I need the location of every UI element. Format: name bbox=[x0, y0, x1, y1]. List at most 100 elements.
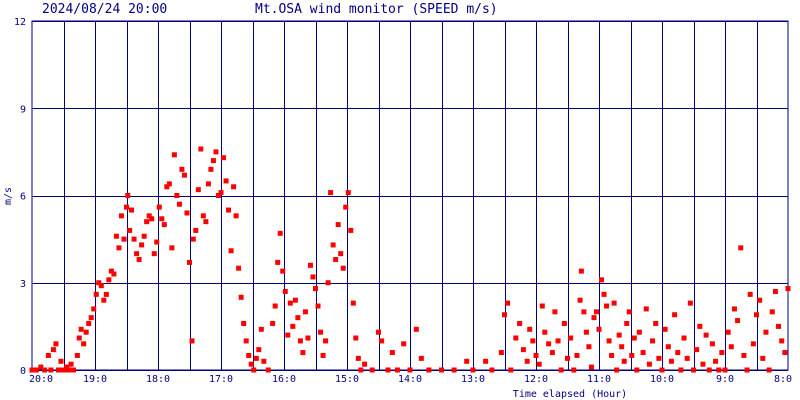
data-point bbox=[243, 338, 249, 344]
data-point bbox=[675, 350, 681, 356]
data-point bbox=[189, 338, 195, 344]
data-point bbox=[581, 309, 587, 315]
data-point bbox=[754, 312, 759, 318]
data-point bbox=[265, 367, 271, 373]
data-point bbox=[697, 323, 703, 329]
data-point bbox=[643, 306, 649, 312]
data-point bbox=[470, 367, 476, 373]
data-point bbox=[606, 338, 612, 344]
data-point bbox=[772, 288, 778, 294]
data-point bbox=[583, 329, 589, 335]
data-point bbox=[246, 352, 252, 358]
data-point bbox=[205, 181, 211, 187]
data-point bbox=[601, 291, 607, 297]
data-point bbox=[146, 213, 152, 219]
data-point bbox=[161, 222, 167, 228]
data-point bbox=[285, 332, 291, 338]
data-point bbox=[489, 367, 495, 373]
data-point bbox=[169, 245, 175, 251]
data-point bbox=[116, 245, 122, 251]
data-point bbox=[38, 364, 44, 370]
data-point bbox=[277, 230, 283, 236]
data-point bbox=[725, 329, 731, 335]
y-axis-label: m/s bbox=[3, 187, 14, 205]
data-point bbox=[394, 367, 400, 373]
data-point bbox=[68, 361, 74, 367]
data-point bbox=[719, 350, 725, 356]
data-point bbox=[66, 367, 72, 373]
data-point bbox=[527, 326, 533, 332]
data-point bbox=[108, 268, 114, 274]
data-point bbox=[659, 367, 665, 373]
data-point bbox=[228, 248, 234, 254]
data-point bbox=[614, 367, 620, 373]
data-point bbox=[355, 355, 361, 361]
data-point bbox=[156, 204, 162, 210]
data-point bbox=[64, 364, 70, 370]
data-point bbox=[280, 268, 286, 274]
data-point bbox=[624, 320, 630, 326]
data-point bbox=[33, 367, 39, 373]
data-point bbox=[221, 155, 227, 161]
data-point bbox=[55, 367, 61, 373]
data-point bbox=[588, 364, 594, 370]
data-point bbox=[302, 309, 308, 315]
data-point bbox=[315, 303, 321, 309]
x-tick-label: 13:0 bbox=[461, 374, 485, 385]
data-point bbox=[646, 361, 652, 367]
data-point bbox=[358, 367, 364, 373]
data-point bbox=[533, 352, 539, 358]
data-point bbox=[106, 277, 112, 283]
x-tick-label: 18:0 bbox=[146, 374, 170, 385]
data-point bbox=[318, 329, 324, 335]
data-point bbox=[139, 242, 145, 248]
data-point bbox=[88, 315, 94, 321]
data-point bbox=[71, 367, 77, 373]
data-point bbox=[741, 352, 747, 358]
data-point bbox=[121, 236, 127, 242]
x-tick-labels: 20:0 19:0 18:0 17:0 16:0 15:0 14:0 13:0 12:0 11:0… bbox=[29, 374, 792, 385]
data-point bbox=[779, 338, 785, 344]
data-point bbox=[539, 303, 545, 309]
data-point bbox=[231, 184, 237, 190]
data-point bbox=[578, 268, 584, 274]
data-point bbox=[320, 352, 326, 358]
data-point bbox=[596, 326, 602, 332]
data-point bbox=[517, 320, 523, 326]
x-tick-label: 17:0 bbox=[209, 374, 233, 385]
data-point bbox=[662, 326, 668, 332]
y-tick-labels: 0 3 6 9 12 bbox=[14, 17, 26, 377]
y-tick-label: 3 bbox=[20, 279, 26, 290]
data-point bbox=[766, 367, 772, 373]
data-point bbox=[96, 280, 102, 286]
data-point bbox=[251, 367, 257, 373]
x-tick-label: 16:0 bbox=[272, 374, 296, 385]
data-point bbox=[678, 367, 684, 373]
data-point bbox=[611, 300, 617, 306]
data-point bbox=[604, 303, 610, 309]
data-point bbox=[61, 367, 66, 373]
data-point bbox=[542, 329, 548, 335]
x-axis-label: Time elapsed (Hour) bbox=[513, 389, 627, 400]
data-point bbox=[340, 265, 346, 271]
data-point bbox=[328, 190, 334, 196]
x-tick-label: 11:0 bbox=[587, 374, 611, 385]
x-tick-label: 9:0 bbox=[716, 374, 734, 385]
data-point bbox=[338, 251, 344, 257]
data-point bbox=[586, 344, 592, 350]
data-point bbox=[151, 251, 157, 257]
y-tick-label: 9 bbox=[20, 104, 26, 115]
data-point bbox=[86, 320, 92, 326]
data-point bbox=[195, 187, 201, 193]
x-tick-label: 19:0 bbox=[83, 374, 107, 385]
data-point bbox=[558, 367, 564, 373]
data-point bbox=[181, 172, 187, 178]
data-point bbox=[672, 312, 678, 318]
data-point bbox=[203, 219, 209, 225]
x-tick-label: 15:0 bbox=[335, 374, 359, 385]
data-point bbox=[218, 190, 224, 196]
data-point bbox=[127, 227, 133, 233]
data-point bbox=[731, 306, 737, 312]
data-point bbox=[362, 361, 368, 367]
